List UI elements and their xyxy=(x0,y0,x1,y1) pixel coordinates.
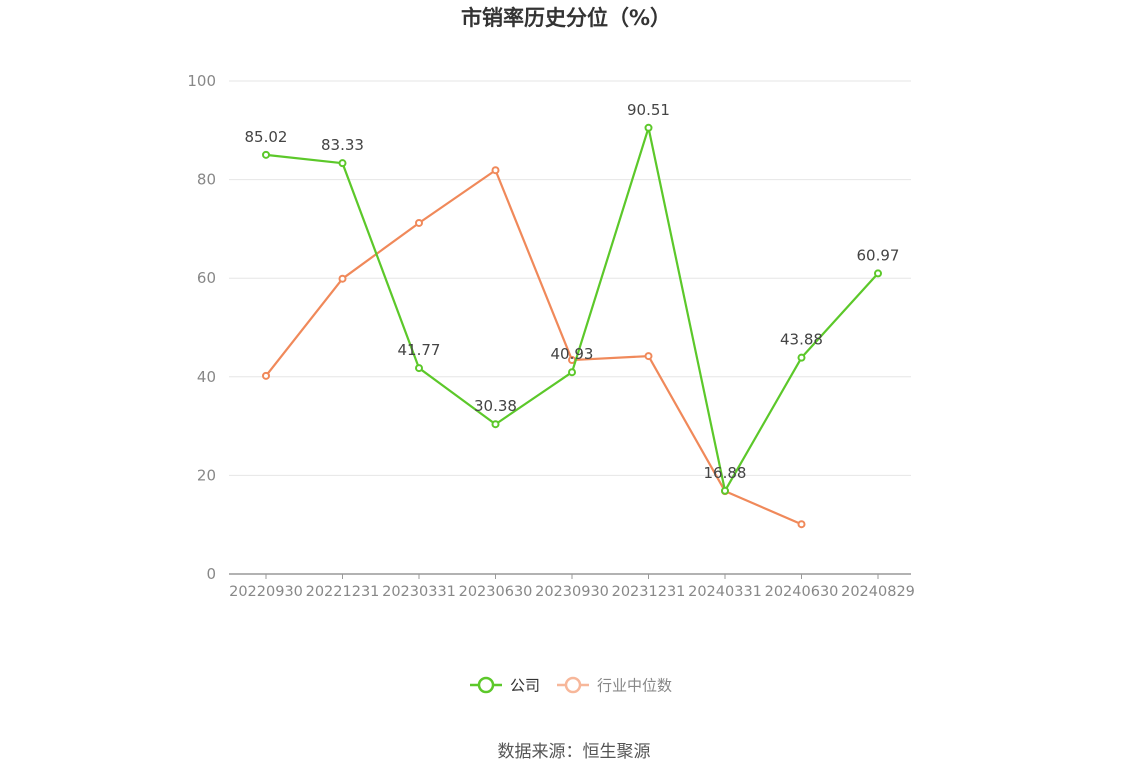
data-point[interactable] xyxy=(491,420,500,429)
x-tick-label: 20230331 xyxy=(382,584,456,600)
data-point[interactable] xyxy=(721,486,729,495)
data-point[interactable] xyxy=(644,352,653,361)
data-labels: 85.02 83.33 41.77 30.38 40.93 90.51 16.88 43.88… xyxy=(245,101,900,482)
legend-label: 行业中位数 xyxy=(597,677,672,695)
legend-label: 公司 xyxy=(510,677,540,695)
y-tick-label: 100 xyxy=(187,72,216,90)
data-point[interactable] xyxy=(415,218,423,227)
data-label: 41.77 xyxy=(398,341,441,359)
x-tick-label: 20240331 xyxy=(688,584,762,600)
x-tick-label: 20240829 xyxy=(841,584,915,600)
data-label: 83.33 xyxy=(321,136,364,154)
data-point[interactable] xyxy=(415,364,423,373)
data-label: 40.93 xyxy=(551,345,594,363)
source-note: 数据来源：恒生聚源 xyxy=(498,742,651,762)
x-tick-label: 20231231 xyxy=(612,584,686,600)
data-label: 90.51 xyxy=(627,101,670,119)
x-tick-label: 20240630 xyxy=(765,584,839,600)
y-tick-label: 0 xyxy=(206,565,216,583)
data-point[interactable] xyxy=(491,166,500,175)
x-tick-label: 20220930 xyxy=(229,584,303,600)
x-tick-label: 20230630 xyxy=(459,584,533,600)
data-point[interactable] xyxy=(262,371,270,380)
data-point[interactable] xyxy=(338,274,347,283)
data-label: 60.97 xyxy=(857,246,900,264)
series-line xyxy=(265,126,879,492)
legend-item[interactable]: 行业中位数 xyxy=(557,677,672,695)
y-tick-label: 20 xyxy=(197,466,216,484)
data-point[interactable] xyxy=(797,520,806,529)
chart-title: 市销率历史分位（%） xyxy=(461,6,671,30)
legend[interactable]: 公司 行业中位数 xyxy=(470,677,672,695)
data-label: 16.88 xyxy=(704,464,747,482)
data-label: 85.02 xyxy=(245,128,288,146)
y-tick-label: 40 xyxy=(197,368,216,386)
data-point[interactable] xyxy=(644,123,653,132)
y-tick-label: 80 xyxy=(197,171,216,189)
data-point[interactable] xyxy=(262,150,270,159)
x-tick-label: 20230930 xyxy=(535,584,609,600)
data-label: 30.38 xyxy=(474,397,517,415)
data-point[interactable] xyxy=(874,269,882,278)
x-tick-label: 20221231 xyxy=(306,584,380,600)
legend-marker xyxy=(564,676,582,694)
data-point[interactable] xyxy=(797,353,806,362)
legend-marker xyxy=(477,676,495,694)
data-point[interactable] xyxy=(568,368,576,377)
data-label: 43.88 xyxy=(780,331,823,349)
data-point[interactable] xyxy=(338,159,347,168)
series xyxy=(262,123,882,529)
y-tick-label: 60 xyxy=(197,269,216,287)
series-line xyxy=(265,169,802,526)
legend-item[interactable]: 公司 xyxy=(470,677,540,695)
